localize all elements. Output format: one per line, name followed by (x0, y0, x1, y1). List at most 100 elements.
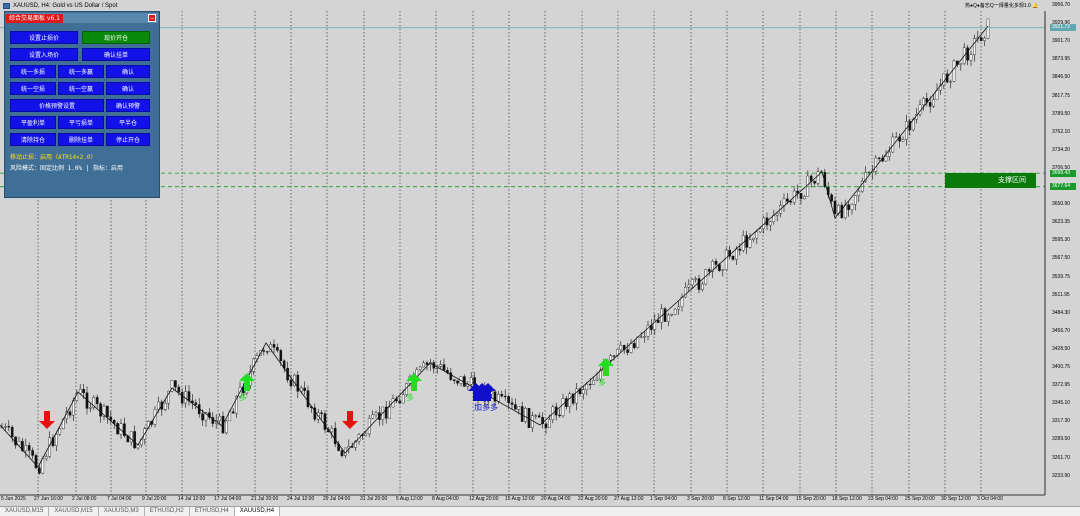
close-half-button[interactable]: 平半仓 (106, 116, 150, 129)
tab-xauusd-h4[interactable]: XAUUSD,H4 (234, 507, 281, 516)
confirm-short-button[interactable]: 确认 (106, 82, 150, 95)
candle-body (789, 201, 793, 203)
candle-body (847, 204, 850, 210)
candle-body (24, 445, 28, 452)
candle-body (112, 419, 116, 424)
price-axis-label: 3484.30 (1052, 309, 1071, 316)
candle-body (728, 249, 731, 257)
delete-pending-button[interactable]: 删除挂单 (58, 133, 104, 146)
candle-body (969, 54, 973, 61)
candle-body (782, 198, 786, 206)
candle-body (174, 380, 177, 388)
set-entry-button[interactable]: 设置入场价 (10, 48, 78, 61)
candle-body (157, 401, 160, 410)
candle-body (888, 151, 891, 157)
candle-body (803, 196, 806, 199)
candle-body (571, 393, 575, 404)
candle-body (877, 157, 881, 159)
price-axis-label: 3345.10 (1052, 400, 1071, 407)
candle-body (884, 156, 888, 162)
buy-arrow-icon (480, 383, 496, 401)
candle-body (558, 414, 561, 417)
buy-arrow-icon (406, 373, 422, 391)
time-axis-label: 23 Sep 04:00 (868, 496, 898, 502)
unified-short-tp-button[interactable]: 统一空赢 (58, 82, 104, 95)
candle-body (537, 415, 541, 418)
unified-long-sl-button[interactable]: 统一多损 (10, 65, 56, 78)
price-axis-label: 3428.50 (1052, 345, 1071, 352)
panel-minimize-button[interactable]: − (148, 14, 156, 22)
candle-body (718, 264, 721, 271)
candle-body (503, 395, 507, 398)
candle-body (439, 364, 442, 367)
price-alert-settings-button[interactable]: 价格预警设置 (10, 99, 104, 112)
price-axis-label: 3956.70 (1052, 2, 1071, 8)
price-axis-label: 3317.30 (1052, 418, 1071, 425)
candle-body (231, 411, 235, 414)
price-axis-label: 3901.70 (1052, 38, 1071, 45)
candle-body (541, 417, 544, 425)
candle-body (524, 408, 527, 422)
candle-body (752, 237, 755, 240)
candle-body (711, 261, 714, 272)
clear-positions-button[interactable]: 清除持仓 (10, 133, 56, 146)
support-zone-box[interactable]: 支撑区间 (945, 173, 1036, 188)
time-axis-label: 8 Aug 04:00 (432, 496, 459, 502)
confirm-long-button[interactable]: 确认 (106, 65, 150, 78)
set-stop-tp-button[interactable]: 设置止损价 (10, 31, 78, 44)
candle-body (806, 175, 810, 197)
confirm-pending-button[interactable]: 确认挂单 (82, 48, 150, 61)
time-axis-label: 25 Sep 20:00 (905, 496, 935, 502)
confirm-alert-button[interactable]: 确认预警 (106, 99, 150, 112)
candle-body (959, 63, 963, 65)
buy-arrow-icon (598, 358, 614, 376)
candle-body (180, 391, 184, 404)
candle-body (534, 415, 538, 417)
time-axis-label: 17 Jul 04:00 (214, 496, 242, 502)
candle-body (690, 279, 694, 286)
unified-short-sl-button[interactable]: 统一空损 (10, 82, 56, 95)
candle-body (34, 455, 38, 469)
candle-body (493, 391, 497, 402)
tab-xauusd-m15-2[interactable]: XAUUSD,M15 (49, 507, 99, 516)
time-axis-label: 3 Oct 04:00 (977, 496, 1003, 502)
candle-body (218, 415, 221, 421)
candle-body (82, 389, 85, 394)
trading-panel[interactable]: 综合交易面板 v6.1 − 设置止损价 现价开仓 设置入场价 确认挂单 统一多损… (4, 11, 160, 198)
close-profit-button[interactable]: 平盈利单 (10, 116, 56, 129)
candle-body (894, 136, 898, 138)
market-open-button[interactable]: 现价开仓 (82, 31, 150, 44)
candle-body (626, 349, 629, 353)
candle-body (170, 380, 174, 392)
tab-ethusd-h4[interactable]: ETHUSD,H4 (190, 507, 235, 516)
top-right-note: 热●Q●备忘Q一择量化多规1.0 🔔 (965, 3, 1039, 9)
unified-long-tp-button[interactable]: 统一多赢 (58, 65, 104, 78)
panel-header[interactable]: 综合交易面板 v6.1 − (6, 13, 158, 23)
stop-opening-button[interactable]: 停止开仓 (106, 133, 150, 146)
current-price-tag: 3921.72 (1050, 24, 1076, 32)
candle-body (38, 467, 41, 474)
tab-ethusd-h2[interactable]: ETHUSD,H2 (145, 507, 190, 516)
close-loss-button[interactable]: 平亏损单 (58, 116, 104, 129)
candle-body (452, 379, 456, 381)
candle-body (864, 172, 867, 182)
candle-body (874, 157, 878, 172)
candle-body (146, 421, 150, 429)
tab-xauusd-m3[interactable]: XAUUSD,M3 (99, 507, 145, 516)
candle-body (129, 431, 133, 443)
tab-xauusd-m15-1[interactable]: XAUUSD,M15 (0, 507, 50, 516)
candle-body (643, 336, 646, 338)
candle-body (422, 362, 425, 368)
price-axis-label: 3289.50 (1052, 436, 1071, 443)
candle-body (99, 403, 102, 417)
price-axis-label: 3650.90 (1052, 201, 1071, 208)
candle-body (758, 228, 762, 233)
candle-body (31, 450, 34, 456)
time-axis-label: 1 Sep 04:00 (650, 496, 677, 502)
candle-body (707, 269, 711, 272)
candle-body (548, 419, 551, 428)
candle-body (289, 379, 293, 387)
time-axis-label: 15 Aug 12:00 (505, 496, 535, 502)
signal-label: 多 (598, 378, 606, 387)
